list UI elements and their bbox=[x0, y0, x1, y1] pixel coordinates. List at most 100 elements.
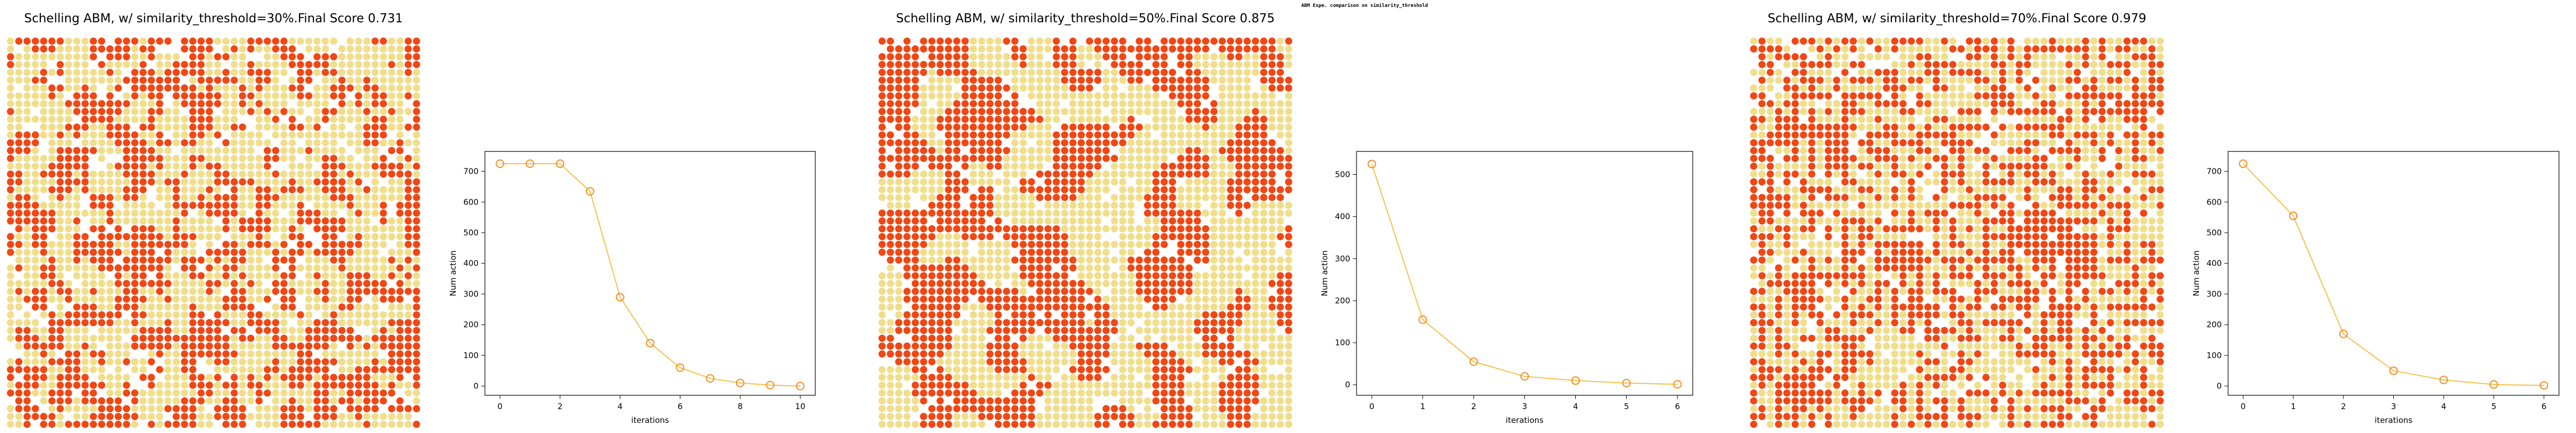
agent-point bbox=[280, 37, 288, 45]
agent-point bbox=[2131, 37, 2139, 45]
agent-point bbox=[330, 319, 337, 327]
agent-point bbox=[1882, 69, 1890, 77]
agent-point bbox=[936, 327, 944, 334]
agent-point bbox=[1152, 92, 1160, 100]
agent-point bbox=[297, 327, 304, 334]
agent-point bbox=[48, 193, 56, 201]
agent-point bbox=[272, 69, 279, 77]
agent-point bbox=[338, 69, 346, 77]
agent-point bbox=[1251, 295, 1259, 303]
agent-point bbox=[1177, 287, 1184, 295]
agent-point bbox=[1094, 45, 1102, 53]
agent-point bbox=[189, 108, 197, 115]
agent-point bbox=[106, 108, 114, 115]
agent-point bbox=[895, 397, 902, 405]
agent-point bbox=[928, 170, 936, 178]
agent-point bbox=[181, 225, 189, 233]
agent-point bbox=[1882, 84, 1890, 92]
agent-point bbox=[413, 53, 420, 61]
agent-point bbox=[321, 61, 329, 69]
agent-point bbox=[903, 201, 911, 209]
agent-point bbox=[7, 84, 14, 92]
agent-point bbox=[1235, 264, 1243, 272]
agent-point bbox=[886, 201, 894, 209]
agent-point bbox=[1077, 163, 1085, 170]
agent-point bbox=[1999, 61, 2007, 69]
agent-point bbox=[31, 139, 39, 147]
agent-point bbox=[1086, 397, 1094, 405]
agent-point bbox=[189, 123, 197, 131]
agent-point bbox=[214, 249, 221, 256]
agent-point bbox=[886, 178, 894, 186]
agent-point bbox=[280, 193, 288, 201]
agent-point bbox=[994, 193, 1002, 201]
agent-point bbox=[1218, 131, 1226, 139]
agent-point bbox=[313, 147, 321, 155]
agent-point bbox=[164, 217, 172, 225]
agent-point bbox=[238, 264, 246, 272]
agent-point bbox=[297, 186, 304, 193]
agent-point bbox=[173, 170, 180, 178]
agent-point bbox=[1077, 92, 1085, 100]
agent-point bbox=[396, 256, 404, 264]
agent-point bbox=[886, 37, 894, 45]
agent-point bbox=[1916, 53, 1923, 61]
agent-point bbox=[1824, 37, 1832, 45]
agent-point bbox=[255, 389, 263, 397]
agent-point bbox=[396, 342, 404, 350]
agent-point bbox=[388, 139, 396, 147]
agent-point bbox=[1019, 193, 1027, 201]
agent-point bbox=[1858, 53, 1865, 61]
agent-point bbox=[1243, 327, 1251, 334]
agent-point bbox=[231, 131, 238, 139]
agent-point bbox=[986, 186, 994, 193]
agent-point bbox=[1218, 108, 1226, 115]
agent-point bbox=[247, 373, 254, 381]
agent-point bbox=[1144, 311, 1151, 319]
agent-point bbox=[2065, 45, 2073, 53]
agent-point bbox=[994, 225, 1002, 233]
agent-point bbox=[297, 61, 304, 69]
agent-point bbox=[106, 61, 114, 69]
agent-point bbox=[139, 233, 147, 241]
agent-point bbox=[1193, 405, 1201, 412]
agent-point bbox=[1227, 217, 1234, 225]
agent-point bbox=[1102, 381, 1110, 389]
agent-point bbox=[114, 217, 122, 225]
agent-point bbox=[131, 186, 139, 193]
agent-point bbox=[1193, 45, 1201, 53]
agent-point bbox=[1218, 193, 1226, 201]
agent-point bbox=[1119, 131, 1127, 139]
agent-point bbox=[878, 92, 886, 100]
agent-point bbox=[114, 249, 122, 256]
agent-point bbox=[139, 147, 147, 155]
agent-point bbox=[297, 163, 304, 170]
agent-point bbox=[945, 279, 952, 287]
agent-point bbox=[886, 366, 894, 373]
agent-point bbox=[214, 311, 221, 319]
agent-point bbox=[928, 139, 936, 147]
agent-point bbox=[1177, 163, 1184, 170]
agent-point bbox=[263, 186, 271, 193]
agent-point bbox=[953, 303, 961, 311]
agent-point bbox=[2115, 77, 2122, 84]
agent-point bbox=[297, 373, 304, 381]
agent-point bbox=[1036, 45, 1044, 53]
agent-point bbox=[346, 287, 354, 295]
agent-point bbox=[148, 131, 155, 139]
agent-point bbox=[1161, 147, 1168, 155]
agent-point bbox=[297, 77, 304, 84]
agent-point bbox=[1069, 342, 1077, 350]
agent-point bbox=[1168, 373, 1176, 381]
agent-point bbox=[346, 241, 354, 248]
agent-point bbox=[1152, 108, 1160, 115]
agent-point bbox=[297, 287, 304, 295]
agent-point bbox=[338, 92, 346, 100]
agent-point bbox=[1094, 92, 1102, 100]
agent-point bbox=[197, 100, 205, 107]
agent-point bbox=[280, 279, 288, 287]
agent-point bbox=[903, 397, 911, 405]
agent-point bbox=[969, 350, 977, 358]
agent-point bbox=[73, 201, 81, 209]
agent-point bbox=[90, 77, 97, 84]
